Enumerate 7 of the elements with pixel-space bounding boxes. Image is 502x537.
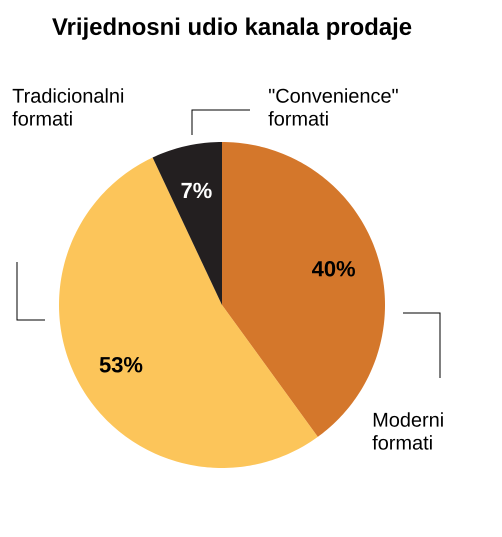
chart-title: Vrijednosni udio kanala prodaje — [52, 18, 412, 40]
data-label: 40% — [312, 260, 355, 276]
slice-label: Moderni formati — [372, 412, 443, 450]
slice-label: Tradicionalni formati — [12, 88, 123, 126]
data-label: 53% — [100, 356, 142, 373]
data-label: 7% — [181, 182, 212, 198]
slice-label: "Convenience" formati — [268, 88, 398, 126]
